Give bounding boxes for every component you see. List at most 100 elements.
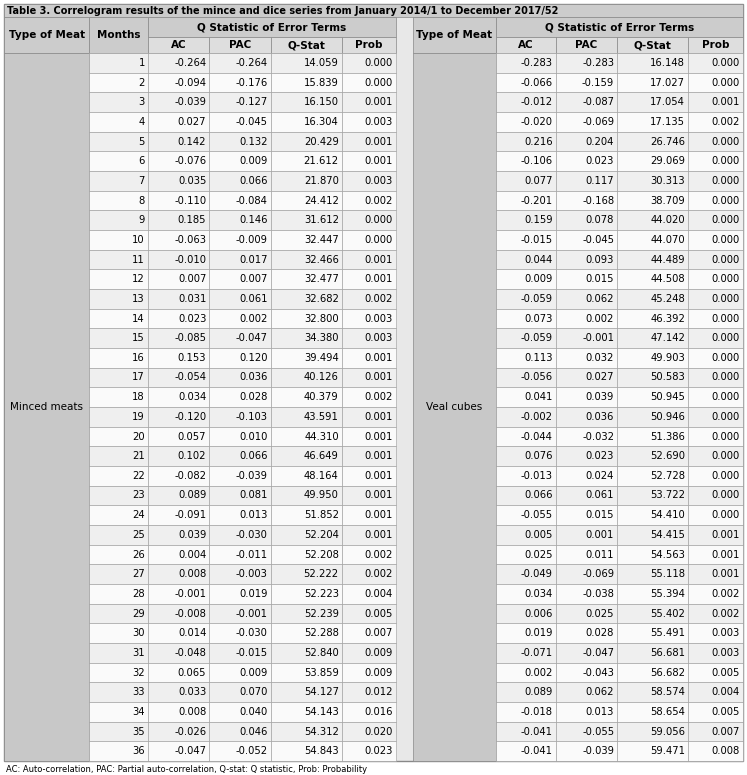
- Text: 44.020: 44.020: [651, 215, 685, 226]
- Bar: [617, 682, 688, 702]
- Bar: [556, 584, 617, 604]
- Bar: [688, 270, 743, 289]
- Text: 0.000: 0.000: [712, 314, 740, 323]
- Text: 0.013: 0.013: [240, 510, 268, 520]
- Text: 18: 18: [132, 392, 145, 402]
- Bar: [271, 210, 342, 230]
- Text: 55.491: 55.491: [650, 629, 685, 638]
- Text: 50.945: 50.945: [650, 392, 685, 402]
- Text: 0.142: 0.142: [178, 136, 206, 146]
- Bar: [617, 53, 688, 73]
- Bar: [342, 604, 396, 623]
- Bar: [496, 742, 556, 761]
- Text: 0.001: 0.001: [712, 530, 740, 540]
- Text: 39.494: 39.494: [304, 353, 339, 363]
- Bar: [209, 230, 271, 250]
- Text: 0.006: 0.006: [524, 608, 553, 618]
- Bar: [89, 584, 148, 604]
- Bar: [556, 564, 617, 584]
- Text: -0.127: -0.127: [235, 97, 268, 107]
- Text: 0.002: 0.002: [365, 549, 393, 560]
- Text: 51.386: 51.386: [650, 432, 685, 442]
- Text: 1: 1: [138, 58, 145, 68]
- Text: -0.041: -0.041: [521, 726, 553, 736]
- Bar: [496, 702, 556, 722]
- Bar: [342, 348, 396, 367]
- Bar: [89, 505, 148, 525]
- Bar: [688, 623, 743, 643]
- Bar: [617, 289, 688, 308]
- Text: 0.001: 0.001: [586, 530, 614, 540]
- Bar: [556, 545, 617, 564]
- Text: -0.015: -0.015: [521, 235, 553, 245]
- Text: 0.044: 0.044: [524, 254, 553, 264]
- Bar: [89, 289, 148, 308]
- Bar: [209, 427, 271, 446]
- Text: 53.722: 53.722: [650, 491, 685, 501]
- Bar: [556, 289, 617, 308]
- Text: 29: 29: [132, 608, 145, 618]
- Text: 54.563: 54.563: [650, 549, 685, 560]
- Bar: [148, 191, 209, 210]
- Text: 33: 33: [132, 687, 145, 698]
- Bar: [209, 702, 271, 722]
- Text: 0.023: 0.023: [365, 746, 393, 756]
- Text: 0.089: 0.089: [524, 687, 553, 698]
- Text: 0.039: 0.039: [178, 530, 206, 540]
- Bar: [271, 407, 342, 427]
- Text: 28: 28: [132, 589, 145, 599]
- Text: 32.682: 32.682: [304, 294, 339, 304]
- Text: 21: 21: [132, 451, 145, 461]
- Text: 36: 36: [132, 746, 145, 756]
- Bar: [271, 73, 342, 92]
- Text: -0.041: -0.041: [521, 746, 553, 756]
- Text: 17.027: 17.027: [650, 78, 685, 88]
- Text: 0.000: 0.000: [712, 451, 740, 461]
- Bar: [556, 270, 617, 289]
- Text: 0.000: 0.000: [712, 78, 740, 88]
- Bar: [342, 53, 396, 73]
- Bar: [496, 230, 556, 250]
- Text: -0.030: -0.030: [236, 530, 268, 540]
- Text: Prob: Prob: [702, 40, 729, 50]
- Text: 0.117: 0.117: [586, 176, 614, 186]
- Bar: [342, 388, 396, 407]
- Bar: [496, 308, 556, 329]
- Text: 30: 30: [132, 629, 145, 638]
- Bar: [209, 407, 271, 427]
- Text: 54.143: 54.143: [304, 707, 339, 717]
- Bar: [148, 329, 209, 348]
- Bar: [342, 367, 396, 388]
- Bar: [617, 230, 688, 250]
- Text: 35: 35: [132, 726, 145, 736]
- Bar: [89, 191, 148, 210]
- Text: 0.025: 0.025: [524, 549, 553, 560]
- Text: 46.392: 46.392: [650, 314, 685, 323]
- Text: 16.150: 16.150: [304, 97, 339, 107]
- Bar: [496, 37, 556, 53]
- Text: -0.039: -0.039: [236, 471, 268, 480]
- Text: 0.008: 0.008: [712, 746, 740, 756]
- Text: 10: 10: [132, 235, 145, 245]
- Text: 0.002: 0.002: [365, 195, 393, 205]
- Bar: [89, 17, 148, 53]
- Bar: [148, 584, 209, 604]
- Bar: [342, 151, 396, 171]
- Text: 0.046: 0.046: [240, 726, 268, 736]
- Text: 0.000: 0.000: [712, 353, 740, 363]
- Text: -0.047: -0.047: [174, 746, 206, 756]
- Text: -0.047: -0.047: [582, 648, 614, 658]
- Bar: [617, 623, 688, 643]
- Bar: [556, 308, 617, 329]
- Bar: [342, 623, 396, 643]
- Bar: [209, 604, 271, 623]
- Bar: [209, 446, 271, 466]
- Bar: [209, 270, 271, 289]
- Text: 54.843: 54.843: [304, 746, 339, 756]
- Text: 0.002: 0.002: [365, 294, 393, 304]
- Bar: [342, 289, 396, 308]
- Bar: [89, 230, 148, 250]
- Text: 54.127: 54.127: [304, 687, 339, 698]
- Text: 0.073: 0.073: [524, 314, 553, 323]
- Text: 0.000: 0.000: [365, 235, 393, 245]
